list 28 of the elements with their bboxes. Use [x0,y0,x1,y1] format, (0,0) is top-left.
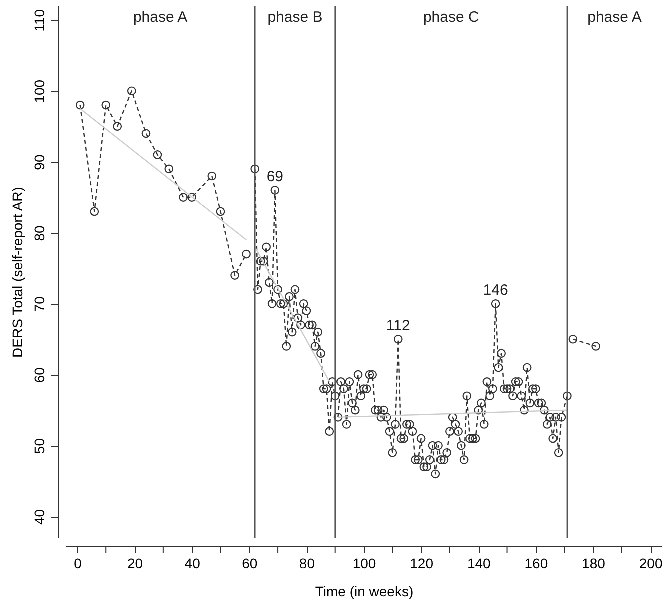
x-tick-label: 0 [74,556,82,572]
annotation: 146 [483,282,508,299]
y-tick-label: 90 [32,154,48,170]
x-tick-label: 40 [184,556,201,572]
annotation: 112 [386,317,410,334]
annotation: phase C [423,9,480,26]
x-tick-label: 180 [582,556,606,572]
x-tick-label: 80 [299,556,316,572]
x-tick-label: 120 [410,556,434,572]
x-tick-label: 140 [467,556,492,572]
x-axis-title: Time (in weeks) [315,584,414,600]
annotation: phase A [133,9,188,26]
y-tick-label: 60 [32,367,48,384]
x-tick-label: 60 [242,556,258,572]
annotation: 69 [266,168,284,186]
y-tick-label: 40 [32,509,48,526]
x-tick-label: 200 [639,556,663,572]
annotation: phase A [588,9,642,26]
x-tick-label: 100 [352,556,376,572]
y-tick-label: 80 [32,225,48,242]
x-tick-label: 160 [524,556,548,572]
y-axis-title: DERS Total (self-report AR) [10,187,26,358]
x-tick-label: 20 [127,556,144,572]
y-tick-label: 100 [32,80,48,104]
y-tick-label: 70 [32,296,48,312]
annotation: phase B [268,9,323,26]
y-tick-label: 50 [32,438,48,454]
y-tick-label: 110 [32,9,48,32]
